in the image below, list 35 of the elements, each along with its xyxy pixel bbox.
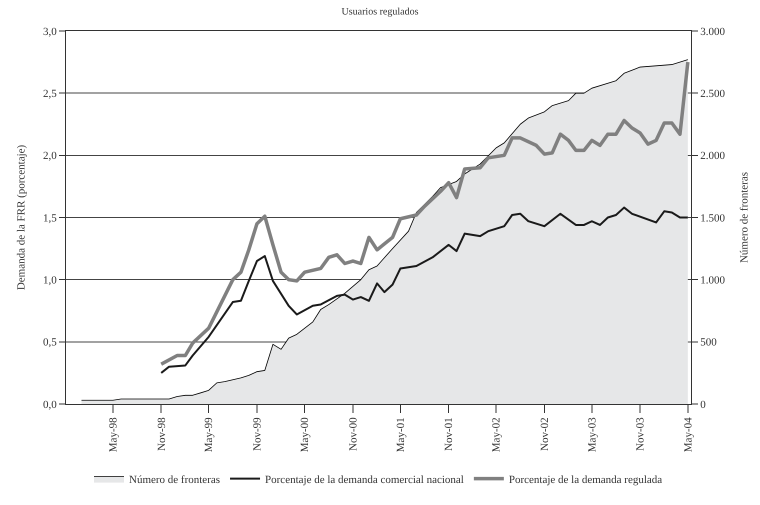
y-axis-title: Demanda de la FRR (porcentaje) [16, 144, 28, 290]
y2-axis-title: Número de fronteras [738, 172, 751, 264]
y-tick-label: 3,0 [43, 26, 58, 38]
y-tick-label: 0,0 [43, 398, 58, 411]
x-tick-label: May-02 [490, 417, 503, 452]
y2-tick-label: 3.000 [700, 26, 726, 38]
x-tick-label: Nov-00 [348, 416, 360, 452]
x-tick-label: Nov-01 [443, 417, 456, 452]
chart-title: Usuarios regulados [342, 6, 419, 18]
y2-tick-label: 1.000 [700, 274, 726, 287]
x-tick-label: Nov-02 [538, 417, 551, 452]
y2-tick-label: 2.000 [700, 150, 726, 162]
x-tick-label: May-04 [682, 416, 694, 452]
y-tick-label: 0,5 [43, 336, 58, 349]
x-tick-label: May-99 [203, 416, 216, 452]
y2-tick-label: 1.500 [700, 212, 726, 224]
legend-label: Número de fronteras [129, 474, 220, 486]
legend-label: Porcentaje de la demanda comercial nacional [265, 474, 464, 486]
y2-tick-label: 2.500 [700, 88, 726, 100]
x-tick-label: May-03 [586, 416, 598, 452]
y-tick-label: 1,5 [43, 212, 58, 224]
y-tick-label: 2,0 [43, 150, 58, 162]
x-tick-label: May-01 [394, 417, 407, 452]
x-tick-label: Nov-99 [252, 416, 264, 452]
y-tick-label: 1,0 [43, 274, 58, 287]
legend-label: Porcentaje de la demanda regulada [508, 474, 662, 486]
x-tick-label: Nov-98 [156, 416, 168, 452]
y-tick-label: 2,5 [43, 88, 58, 100]
y2-tick-label: 0 [700, 398, 706, 411]
x-tick-label: Nov-03 [634, 416, 647, 452]
y2-tick-label: 500 [700, 336, 718, 349]
line-series [159, 60, 690, 366]
x-tick-label: May-98 [108, 416, 120, 452]
line-series [160, 206, 689, 374]
x-tick-label: May-00 [299, 416, 312, 452]
